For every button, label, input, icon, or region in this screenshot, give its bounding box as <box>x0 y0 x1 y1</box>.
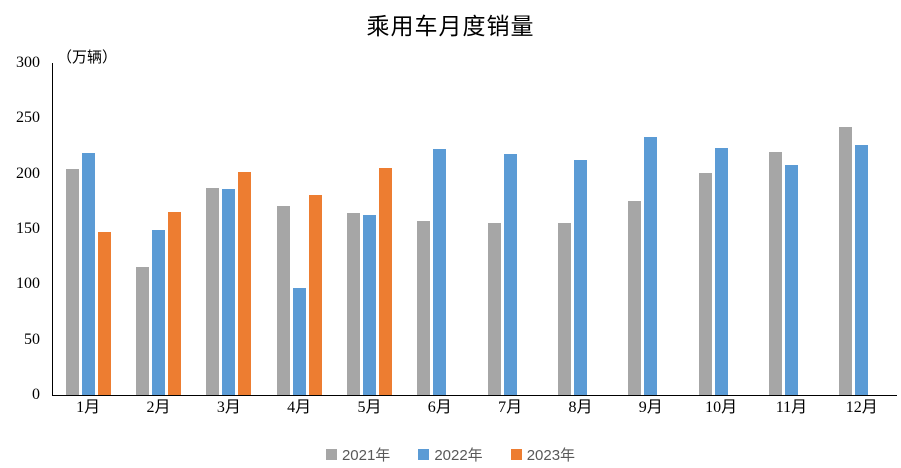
bar-group-4月 <box>264 63 334 395</box>
bar-2021年-10月 <box>698 173 712 395</box>
x-axis-line <box>52 395 897 396</box>
legend-label: 2022年 <box>434 447 483 464</box>
legend-item-2023年: 2023年 <box>510 444 576 465</box>
bar-2022年-11月 <box>784 165 798 395</box>
bar-2023年-4月 <box>308 194 322 395</box>
bar-2021年-8月 <box>557 223 571 395</box>
x-axis-label-11月: 11月 <box>775 399 808 416</box>
x-axis-label-1月: 1月 <box>76 399 101 416</box>
bar-2021年-11月 <box>768 152 782 395</box>
x-axis-label-7月: 7月 <box>498 399 523 416</box>
x-axis-category-labels: 1月 2月 3月 4月 5月 6月 7月 8月 9月 10月 11月 12月 <box>53 399 897 417</box>
bar-2021年-2月 <box>135 267 149 395</box>
bar-2022年-2月 <box>151 230 165 395</box>
x-axis-label-6月: 6月 <box>427 399 452 416</box>
bar-group-10月 <box>686 63 756 395</box>
bar-group-1月 <box>53 63 123 395</box>
legend-swatch-icon <box>510 449 522 460</box>
bar-2021年-6月 <box>417 221 431 395</box>
bar-2022年-8月 <box>573 159 587 395</box>
bar-2022年-3月 <box>222 188 236 395</box>
legend-swatch-icon <box>418 449 430 460</box>
bar-group-11月 <box>756 63 826 395</box>
bar-2022年-12月 <box>855 144 869 395</box>
x-axis-label-3月: 3月 <box>216 399 241 416</box>
chart-legend: 2021年 2022年 2023年 <box>0 444 901 465</box>
bar-group-3月 <box>194 63 264 395</box>
y-axis-unit-label: （万辆） <box>57 50 118 66</box>
x-axis-label-12月: 12月 <box>845 399 878 416</box>
bar-group-6月 <box>405 63 475 395</box>
x-axis-label-8月: 8月 <box>568 399 593 416</box>
bar-2022年-10月 <box>714 148 728 395</box>
bar-2021年-9月 <box>628 201 642 395</box>
bar-2022年-1月 <box>81 153 95 395</box>
y-tick-label: 250 <box>16 109 40 127</box>
bar-2022年-7月 <box>503 154 517 395</box>
legend-swatch-icon <box>325 449 337 460</box>
bar-2022年-4月 <box>292 288 306 395</box>
legend-label: 2023年 <box>526 447 576 464</box>
bar-2023年-1月 <box>97 232 111 395</box>
y-tick-label: 200 <box>16 164 40 182</box>
legend-label: 2021年 <box>341 447 391 464</box>
y-tick-label: 300 <box>16 54 40 71</box>
bar-2021年-7月 <box>487 223 501 395</box>
bar-group-12月 <box>827 63 897 395</box>
bar-group-8月 <box>545 63 615 395</box>
bar-2021年-12月 <box>839 126 853 395</box>
bar-2021年-4月 <box>276 206 290 395</box>
bar-group-9月 <box>616 63 686 395</box>
bar-2023年-3月 <box>238 171 252 395</box>
bar-2021年-3月 <box>206 187 220 395</box>
y-tick-label: 150 <box>16 220 40 237</box>
bar-2021年-5月 <box>346 212 360 395</box>
y-axis-line <box>52 63 53 396</box>
bar-2023年-5月 <box>378 168 392 395</box>
x-axis-label-4月: 4月 <box>287 399 312 416</box>
legend-item-2021年: 2021年 <box>325 444 391 465</box>
chart-title: 乘用车月度销量 <box>366 14 535 39</box>
bar-2022年-6月 <box>433 149 447 395</box>
bar-group-7月 <box>475 63 545 395</box>
bar-2022年-5月 <box>362 215 376 395</box>
bar-group-5月 <box>334 63 404 395</box>
x-axis-label-2月: 2月 <box>146 399 171 416</box>
plot-area <box>53 63 897 395</box>
bar-2022年-9月 <box>644 136 658 395</box>
x-axis-label-10月: 10月 <box>705 399 738 416</box>
bar-2021年-1月 <box>65 168 79 395</box>
bar-group-2月 <box>123 63 193 395</box>
bar-2023年-2月 <box>167 212 181 395</box>
legend-item-2022年: 2022年 <box>418 444 483 465</box>
y-tick-label: 100 <box>16 275 40 293</box>
y-tick-label: 50 <box>24 330 40 348</box>
x-axis-label-5月: 5月 <box>357 399 382 416</box>
y-tick-label: 0 <box>32 386 40 403</box>
x-axis-label-9月: 9月 <box>638 399 663 416</box>
